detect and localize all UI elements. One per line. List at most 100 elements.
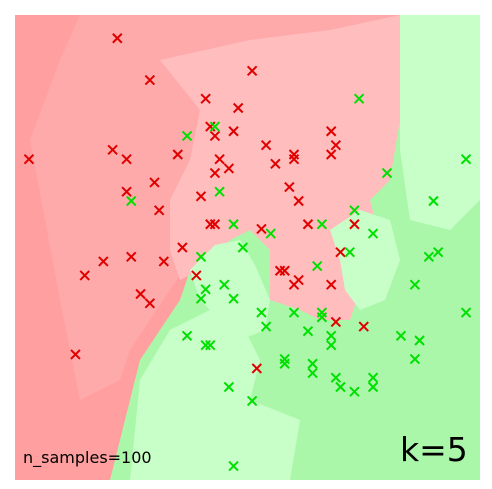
red-point [158,256,170,267]
green-point [367,228,379,239]
red-point [200,93,211,104]
red-point [270,158,281,170]
green-point [246,395,258,407]
green-point [335,381,346,393]
green-point [344,246,356,258]
green-region-center [190,240,270,340]
red-point [126,251,137,263]
red-point [144,298,156,309]
red-point [144,74,156,86]
red-point [260,139,272,151]
red-point [70,349,81,360]
green-point [353,93,365,104]
red-point [330,316,342,328]
green-point [219,279,230,290]
red-point [335,246,346,258]
green-point [381,167,393,179]
red-point [195,191,207,202]
red-point [23,153,35,165]
green-point [460,153,472,165]
red-point [284,181,295,193]
green-point [325,330,337,342]
red-point [325,279,337,290]
green-region-light-lower [130,300,300,480]
red-point [177,242,188,253]
green-point [195,293,207,304]
red-point [121,186,132,197]
green-point [228,293,239,304]
green-point [325,339,337,351]
red-point [112,33,123,44]
red-point [98,256,109,267]
green-point [367,372,379,383]
green-point [223,381,235,393]
green-point [279,358,290,369]
red-point [135,288,146,300]
red-point [274,265,286,276]
red-point [223,163,235,174]
green-point [460,307,472,318]
green-point [288,307,300,318]
green-region-light-right [400,15,480,230]
green-point [200,284,211,295]
green-point [330,372,342,383]
red-point [325,149,337,160]
red-point [149,177,160,188]
red-point [228,126,239,137]
decision-regions [15,15,480,480]
green-point [260,321,272,332]
red-point [349,219,360,230]
green-point [423,251,435,263]
red-point [153,205,165,216]
red-point [246,65,258,77]
green-point [214,186,225,197]
green-point [428,195,439,207]
green-point [237,242,249,253]
green-point [409,353,421,365]
red-point [293,274,304,286]
red-point [214,153,225,165]
red-point [302,219,314,230]
n-samples-label: n_samples=100 [23,448,152,467]
green-point [228,219,239,230]
green-point [316,312,328,323]
k-label: k=5 [400,430,468,469]
green-region-right [330,210,400,310]
red-point [293,195,304,207]
green-point [432,246,444,258]
green-point [409,279,421,290]
red-point [288,153,300,165]
red-point [358,321,369,332]
green-point [395,330,407,342]
green-point [195,251,207,263]
green-point [312,260,323,272]
red-point [330,139,342,151]
red-point [209,219,221,230]
green-point [414,335,425,346]
red-point [172,149,183,160]
red-point [251,363,263,374]
green-points [126,93,472,472]
red-point [79,270,90,281]
red-point [325,126,337,137]
red-point [232,102,244,114]
green-point [181,330,193,342]
green-point [307,367,318,379]
green-point [205,339,216,351]
green-point [181,130,193,142]
red-points [23,33,369,374]
red-point [209,167,221,179]
green-point [367,381,379,393]
red-point [121,153,132,165]
red-point [209,130,221,142]
green-point [349,205,360,216]
red-point [256,223,267,235]
green-point [209,121,221,132]
green-point [302,325,314,337]
green-point [307,358,318,369]
green-point [349,386,360,397]
red-point [107,144,118,156]
green-point [126,195,137,207]
green-point [316,219,328,230]
